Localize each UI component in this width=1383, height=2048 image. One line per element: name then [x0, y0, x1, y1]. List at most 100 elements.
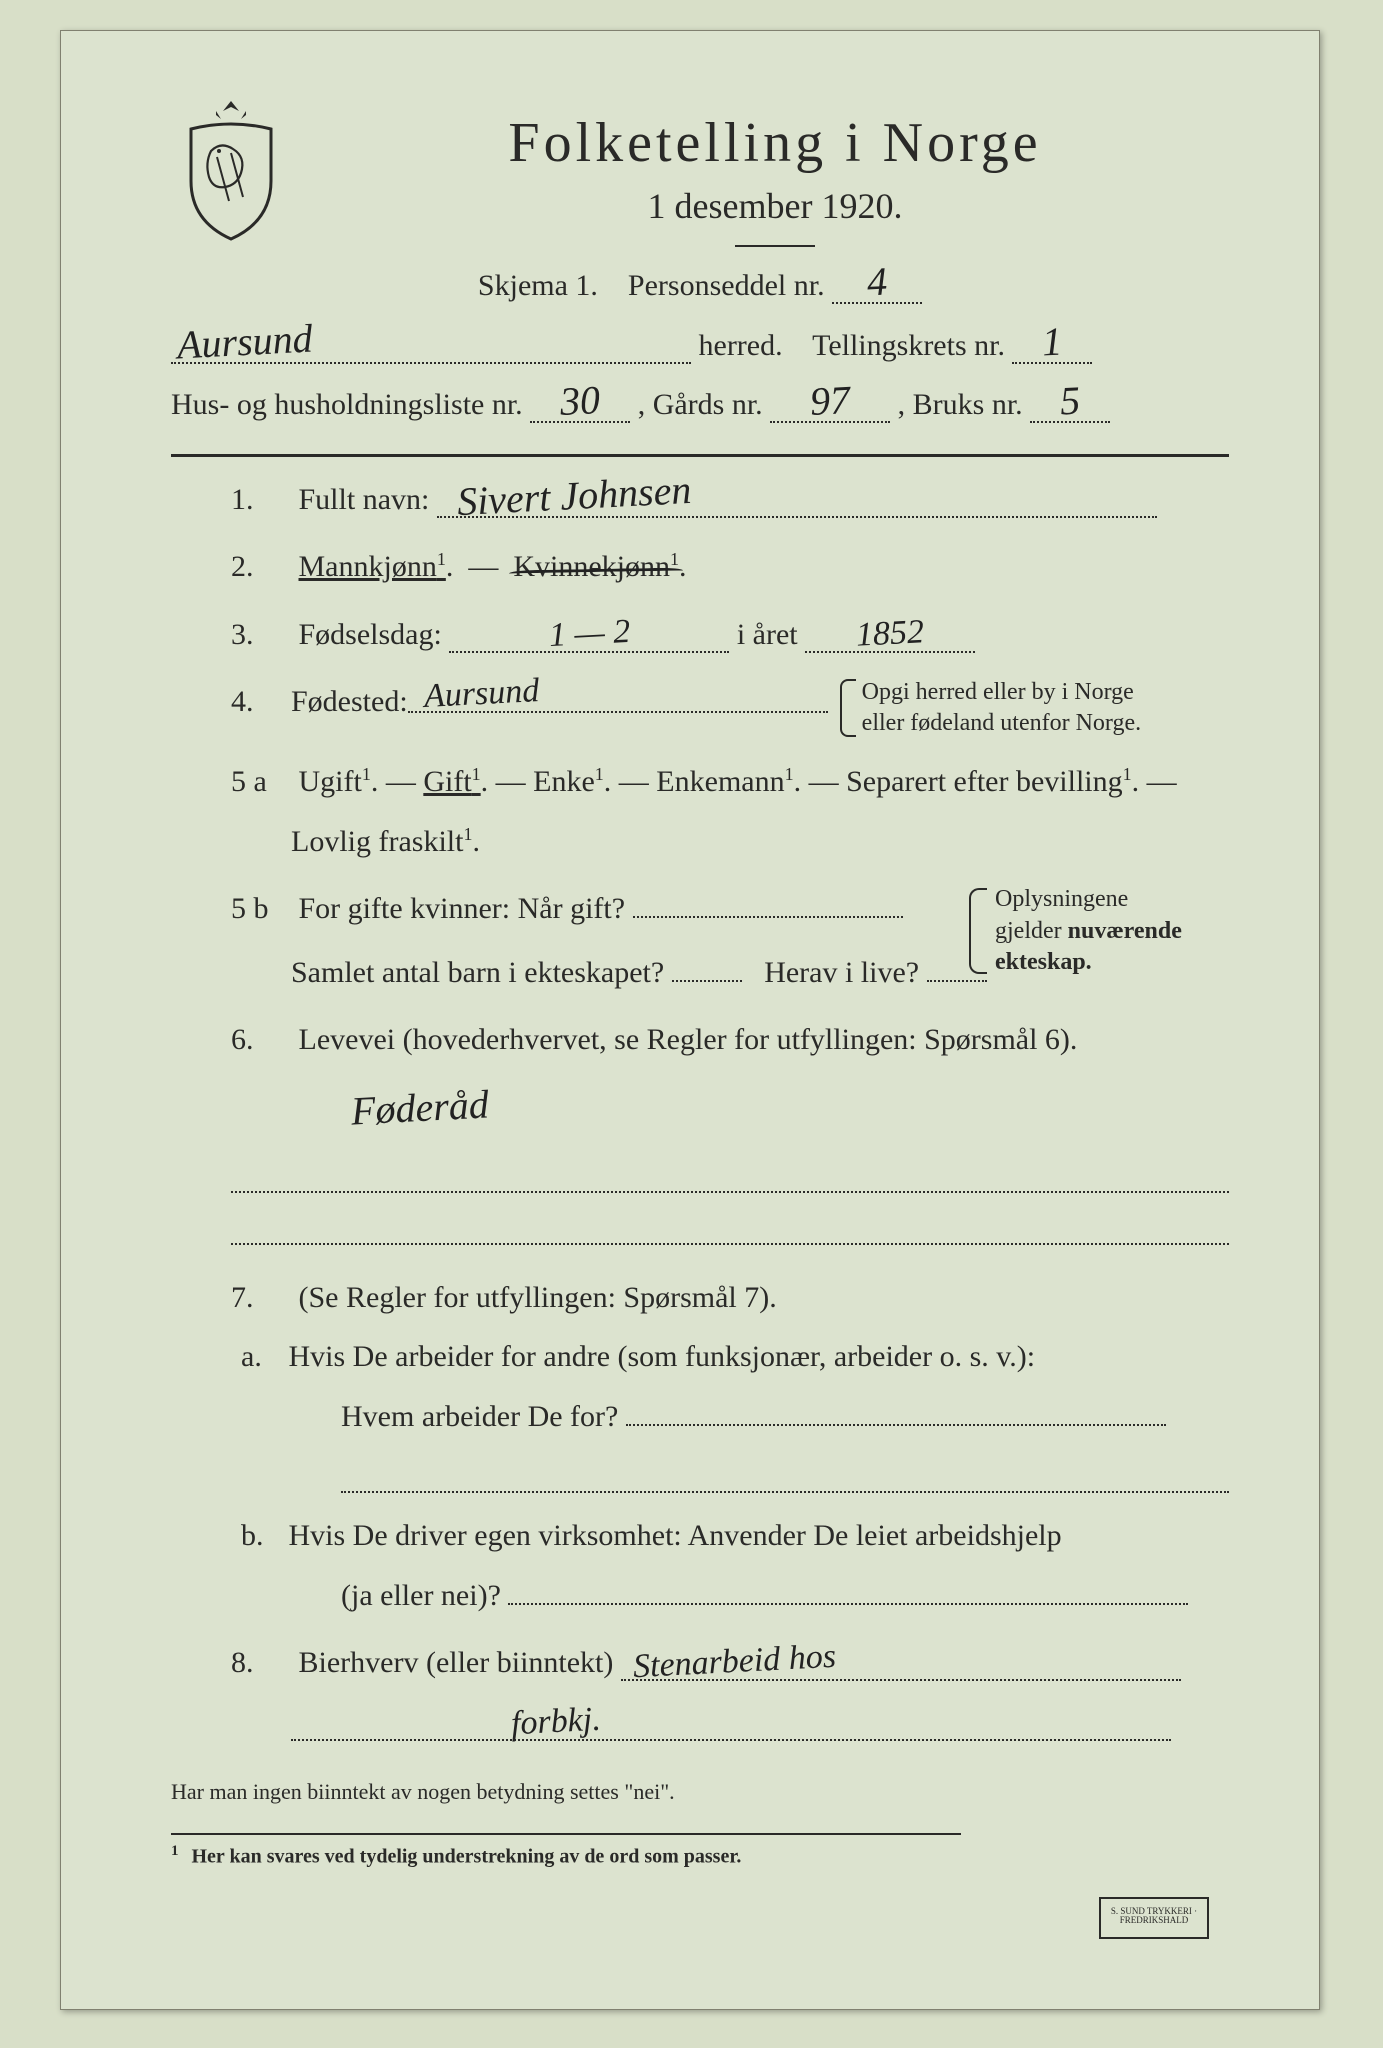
q6-line: 6. Levevei (hovederhvervet, se Regler fo… — [171, 1015, 1229, 1065]
hus-nr-value: 30 — [559, 380, 601, 422]
gards-label: , Gårds nr. — [638, 388, 763, 421]
herred-line: Aursund herred. Tellingskrets nr. 1 — [171, 321, 1229, 371]
krets-value: 1 — [1041, 321, 1063, 362]
q7b-q: (ja eller nei)? — [341, 1579, 501, 1612]
gards-nr-value: 97 — [809, 380, 851, 422]
q8-line1: 8. Bierhverv (eller biinntekt) Stenarbei… — [171, 1638, 1229, 1688]
q7b-line2: (ja eller nei)? — [171, 1571, 1229, 1621]
q6-value: Føderåd — [349, 1071, 490, 1144]
krets-field: 1 — [1012, 322, 1092, 364]
q5b-l2b: Herav i live? — [764, 956, 919, 989]
q3-day-field: 1 — 2 — [449, 617, 729, 653]
personseddel-nr-field: 4 — [832, 262, 922, 304]
q5b-note1: Oplysningene — [995, 886, 1128, 912]
q8-value1: Stenarbeid hos — [632, 1640, 837, 1685]
q7a-blank — [341, 1455, 1229, 1493]
hus-label: Hus- og husholdningsliste nr. — [171, 388, 523, 421]
q3-line: 3. Fødselsdag: 1 — 2 i året 1852 — [171, 610, 1229, 660]
bruks-label: , Bruks nr. — [898, 388, 1023, 421]
q4-field: Aursund — [408, 677, 828, 713]
q2-line: 2. Mannkjønn1. — Kvinnekjønn1. — [171, 542, 1229, 592]
title-rule — [735, 245, 815, 247]
main-title: Folketelling i Norge — [321, 111, 1229, 175]
q7b-line1: b. Hvis De driver egen virksomhet: Anven… — [171, 1511, 1229, 1561]
q5b-note: Oplysningene gjelder nuværende ekteskap. — [969, 884, 1229, 978]
divider-rule — [171, 454, 1229, 457]
q7b-alpha: b. — [241, 1511, 281, 1561]
q3-mid: i året — [737, 618, 798, 651]
q1-label: Fullt navn: — [299, 483, 430, 516]
q7a-field — [626, 1424, 1166, 1426]
q4-note2: eller fødeland utenfor Norge. — [862, 710, 1141, 736]
herred-value: Aursund — [176, 318, 313, 365]
bruks-nr-value: 5 — [1059, 381, 1081, 422]
q4-num: 4. — [231, 677, 291, 727]
q1-value: Sivert Johnsen — [456, 469, 692, 521]
q1-num: 1. — [231, 475, 291, 525]
q5b-note2: gjelder nuværende — [995, 918, 1182, 944]
q4-note: Opgi herred eller by i Norge eller fødel… — [840, 677, 1141, 739]
q5a-gift: Gift1 — [423, 765, 480, 798]
q5a-line2: Lovlig fraskilt1. — [171, 817, 1229, 867]
q7a-line2: Hvem arbeider De for? — [171, 1392, 1229, 1442]
krets-label: Tellingskrets nr. — [812, 329, 1005, 362]
subtitle: 1 desember 1920. — [321, 185, 1229, 227]
q8-label: Bierhverv (eller biinntekt) — [299, 1646, 614, 1679]
q3-label: Fødselsdag: — [299, 618, 442, 651]
q7-num: 7. — [231, 1273, 291, 1323]
title-block: Folketelling i Norge 1 desember 1920. — [321, 101, 1229, 247]
skjema-line: Skjema 1. Personseddel nr. 4 — [171, 261, 1229, 311]
q5b-note3: ekteskap. — [995, 949, 1092, 975]
q7b-label: Hvis De driver egen virksomhet: Anvender… — [289, 1519, 1062, 1552]
gards-nr-field: 97 — [770, 381, 890, 423]
q8-num: 8. — [231, 1638, 291, 1688]
hus-line: Hus- og husholdningsliste nr. 30 , Gårds… — [171, 380, 1229, 430]
q6-blank2 — [231, 1207, 1229, 1245]
q1-line: 1. Fullt navn: Sivert Johnsen — [171, 475, 1229, 525]
q8-field2: forbkj. — [291, 1705, 1171, 1741]
herred-field: Aursund — [171, 322, 691, 364]
q3-year-field: 1852 — [805, 617, 975, 653]
q3-day-value: 1 — 2 — [548, 614, 631, 652]
q2-opt-mann: Mannkjønn1 — [299, 550, 446, 583]
q2-num: 2. — [231, 542, 291, 592]
skjema-label: Skjema 1. — [478, 269, 598, 302]
q5a-separert: Separert efter bevilling1 — [846, 765, 1132, 798]
q4-value: Aursund — [423, 674, 540, 714]
q1-field: Sivert Johnsen — [437, 476, 1157, 518]
printer-stamp: S. SUND TRYKKERI · FREDRIKSHALD — [1099, 1897, 1209, 1939]
q8-field1: Stenarbeid hos — [621, 1645, 1181, 1681]
q5b-ilive-field — [927, 980, 987, 982]
q5b-num: 5 b — [231, 884, 291, 934]
q5b-block: 5 b For gifte kvinner: Når gift? Samlet … — [171, 884, 1229, 997]
hus-nr-field: 30 — [530, 381, 630, 423]
q8-line2: forbkj. — [171, 1698, 1229, 1748]
q7-line: 7. (Se Regler for utfyllingen: Spørsmål … — [171, 1273, 1229, 1323]
personseddel-label: Personseddel nr. — [628, 269, 825, 302]
q7a-label: Hvis De arbeider for andre (som funksjon… — [289, 1340, 1036, 1373]
footnote-index: 1 — [171, 1843, 179, 1859]
q7a-alpha: a. — [241, 1332, 281, 1382]
q4-line: 4. Fødested: Aursund Opgi herred eller b… — [171, 677, 1229, 739]
q8-value2: forbkj. — [510, 1703, 601, 1742]
q5a-line: 5 a Ugift1. — Gift1. — Enke1. — Enkemann… — [171, 757, 1229, 807]
q6-value-line: Føderåd — [171, 1075, 1229, 1141]
q3-year-value: 1852 — [855, 615, 925, 653]
bruks-nr-field: 5 — [1030, 381, 1110, 423]
q2-opt-kvinne: Kvinnekjønn1 — [513, 542, 679, 592]
herred-label: herred. — [699, 329, 783, 362]
personseddel-nr-value: 4 — [866, 262, 888, 303]
q5a-enke: Enke1 — [533, 765, 604, 798]
q5b-antal-field — [672, 980, 742, 982]
q5b-l1: For gifte kvinner: Når gift? — [299, 892, 626, 925]
census-form-page: Folketelling i Norge 1 desember 1920. Sk… — [60, 30, 1320, 2010]
q6-num: 6. — [231, 1015, 291, 1065]
q5a-num: 5 a — [231, 757, 291, 807]
q7-label: (Se Regler for utfyllingen: Spørsmål 7). — [299, 1281, 777, 1314]
q5b-naargift-field — [633, 916, 903, 918]
footnote-text: Her kan svares ved tydelig understreknin… — [192, 1846, 742, 1868]
q4-note1: Opgi herred eller by i Norge — [862, 679, 1134, 705]
q3-num: 3. — [231, 610, 291, 660]
coat-of-arms-icon — [171, 101, 291, 241]
q6-blank1 — [231, 1155, 1229, 1193]
